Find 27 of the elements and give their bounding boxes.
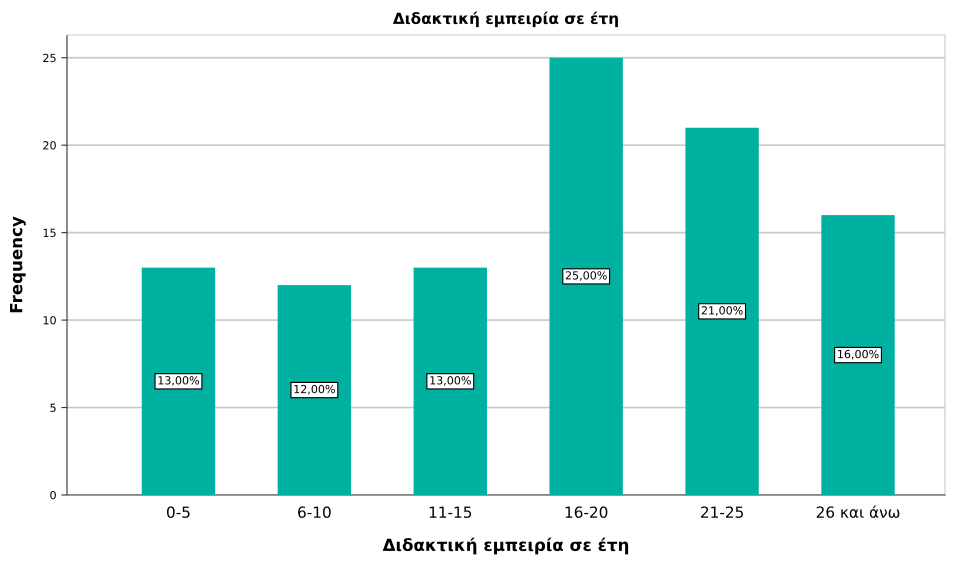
data-label: 13,00%	[430, 376, 471, 386]
x-tick-label: 21-25	[701, 506, 743, 518]
bar	[414, 268, 487, 495]
chart-title: Διδακτική εμπειρία σε έτη	[392, 12, 618, 28]
bar	[278, 285, 352, 495]
data-label: 16,00%	[838, 350, 879, 360]
data-label: 21,00%	[702, 306, 743, 316]
x-tick-label: 16-20	[566, 506, 608, 518]
x-tick-label: 26 και άνω	[816, 506, 900, 518]
y-tick-label: 0	[50, 490, 56, 500]
data-label: 25,00%	[566, 271, 607, 281]
y-tick-label: 5	[50, 404, 56, 412]
bar	[142, 268, 216, 495]
y-tick-label: 20	[43, 141, 56, 150]
x-tick-label: 11-15	[430, 506, 472, 518]
y-axis-title: Frequency	[10, 216, 26, 312]
y-tick-label: 25	[43, 54, 56, 62]
y-tick-label: 15	[44, 228, 56, 238]
bar	[549, 58, 623, 495]
data-label: 13,00%	[158, 376, 200, 386]
x-tick-label: 0-5	[166, 506, 190, 518]
x-axis-title: Διδακτική εμπειρία σε έτη	[382, 538, 628, 554]
bar	[685, 128, 759, 495]
y-tick-label: 10	[44, 316, 56, 324]
bar	[821, 215, 895, 495]
data-label: 12,00%	[294, 384, 335, 394]
x-tick-label: 6-10	[298, 506, 331, 518]
